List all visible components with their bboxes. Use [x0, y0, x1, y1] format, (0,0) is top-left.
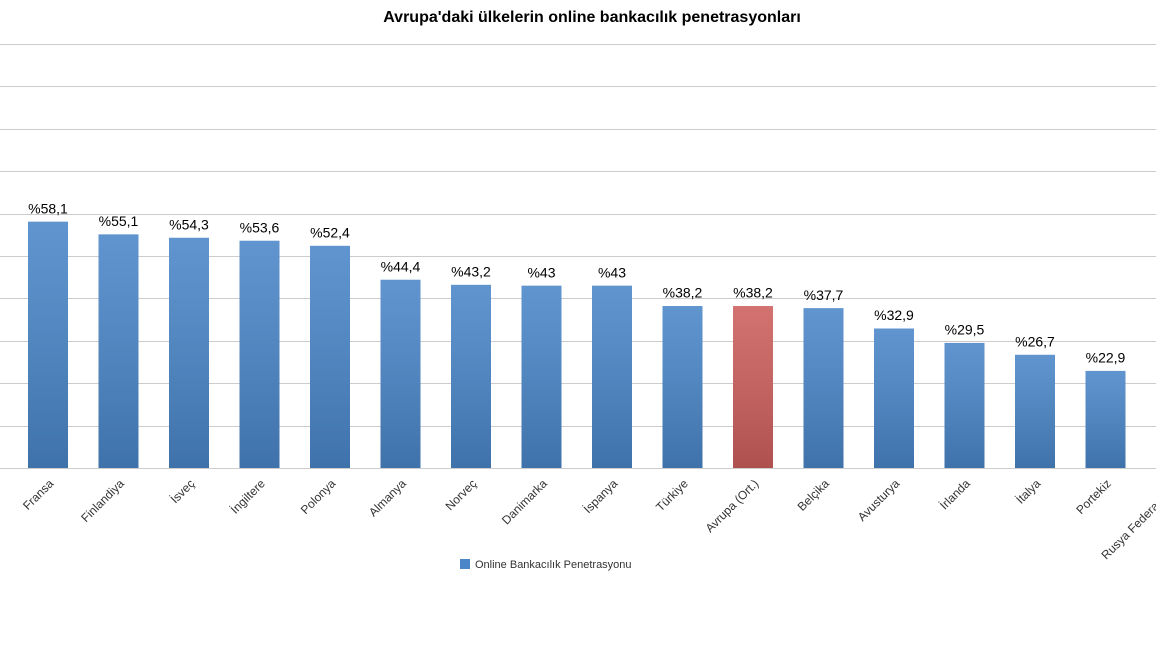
x-tick-label: Finlandiya	[78, 476, 127, 525]
chart-title: Avrupa'daki ülkelerin online bankacılık …	[383, 9, 801, 26]
bar	[1085, 370, 1126, 468]
data-label: %44,4	[381, 258, 421, 274]
x-tick-label: Türkiye	[653, 476, 691, 514]
bar	[451, 284, 491, 468]
x-tick-label: Avusturya	[855, 476, 903, 524]
x-tick-label: İrlanda	[937, 476, 973, 512]
bar	[733, 306, 773, 468]
data-label: %38,2	[733, 285, 773, 301]
bar	[239, 240, 280, 468]
data-label: %43,2	[451, 264, 491, 280]
data-label: %43	[598, 264, 626, 280]
x-tick-label: Belçika	[795, 476, 832, 513]
data-label: %55,1	[99, 213, 139, 229]
data-label: %22,9	[1086, 350, 1126, 366]
data-label: %53,6	[240, 219, 280, 235]
bar	[28, 221, 68, 468]
data-label: %37,7	[804, 287, 844, 303]
bar	[521, 285, 562, 468]
x-tick-label: İsveç	[168, 476, 198, 506]
data-label: %38,2	[663, 285, 703, 301]
bar	[1015, 354, 1055, 468]
bar	[169, 237, 209, 468]
data-label: %29,5	[945, 322, 985, 338]
x-tick-label: İtalya	[1013, 476, 1043, 506]
legend-swatch	[460, 559, 470, 569]
data-label: %43	[527, 264, 555, 280]
bar	[662, 306, 703, 468]
x-tick-label: Danimarka	[499, 476, 550, 527]
legend-label: Online Bankacılık Penetrasyonu	[475, 559, 632, 571]
data-label: %58,1	[28, 200, 68, 216]
x-tick-label: İngiltere	[228, 476, 268, 516]
data-label: %32,9	[874, 307, 914, 323]
data-label: %54,3	[169, 216, 209, 232]
x-tick-label: Norveç	[443, 476, 480, 513]
x-tick-label: İspanya	[581, 476, 621, 516]
bar	[592, 285, 632, 468]
bar	[98, 234, 139, 468]
data-label: %26,7	[1015, 333, 1055, 349]
bar	[874, 328, 914, 468]
x-tick-label: Avrupa (Ort.)	[703, 476, 762, 535]
bar	[803, 308, 844, 468]
bar	[944, 342, 985, 468]
x-tick-label: Fransa	[20, 476, 57, 513]
x-tick-label: Polonya	[298, 476, 339, 517]
bar	[380, 279, 421, 468]
x-tick-label: Portekiz	[1073, 476, 1114, 517]
data-label: %52,4	[310, 225, 350, 241]
x-tick-label: Almanya	[366, 476, 409, 519]
bar	[310, 245, 350, 468]
